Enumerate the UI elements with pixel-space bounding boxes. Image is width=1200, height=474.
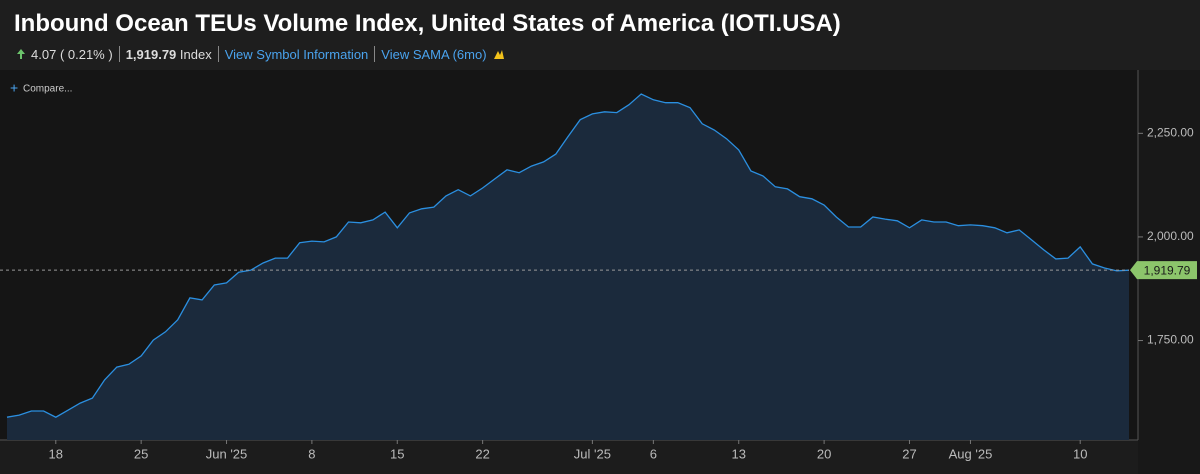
x-tick-label: 22 <box>475 446 489 461</box>
sama-link[interactable]: View SAMA (6mo) <box>381 46 487 62</box>
symbol-info-link[interactable]: View Symbol Information <box>224 46 369 62</box>
compare-button[interactable]: Compare... <box>23 84 72 95</box>
y-tick-label: 2,000.00 <box>1147 229 1194 243</box>
x-tick-label: 6 <box>650 446 657 461</box>
separator <box>118 46 120 62</box>
x-tick-label: 18 <box>49 446 63 461</box>
title: Inbound Ocean TEUs Volume Index, United … <box>14 10 841 37</box>
x-tick-label: 25 <box>134 446 148 461</box>
last-value-label: 1,919.79 <box>1144 263 1191 277</box>
summary: 4.07 ( 0.21% ) 1,919.79 Index View Symbo… <box>16 46 506 62</box>
sama-icon <box>493 50 504 59</box>
change: 4.07 <box>31 46 57 62</box>
x-tick-label: Jun '25 <box>206 446 248 461</box>
unit: Index <box>179 46 212 62</box>
x-tick-label: Jul '25 <box>574 446 611 461</box>
series-line <box>6 93 1130 418</box>
compare-plus[interactable]: + <box>10 80 18 96</box>
x-tick-label: 8 <box>308 446 315 461</box>
area-fill <box>7 94 1129 440</box>
y-tick-label: 2,250.00 <box>1147 126 1194 140</box>
last-value: 1,919.79 <box>125 46 177 62</box>
separator <box>374 46 376 62</box>
change-pct: ( 0.21% ) <box>59 46 113 62</box>
separator <box>217 46 219 62</box>
x-tick-label: 13 <box>732 446 746 461</box>
x-tick-label: 15 <box>390 446 404 461</box>
x-tick-label: 20 <box>817 446 831 461</box>
y-tick-label: 1,750.00 <box>1147 333 1194 347</box>
chart: + Compare... SONAR1,750.002,000.002,250.… <box>0 70 1200 474</box>
last-value-box <box>1130 261 1197 280</box>
header: Inbound Ocean TEUs Volume Index, United … <box>0 0 1200 70</box>
x-tick-label: Aug '25 <box>949 446 993 461</box>
up-arrow <box>17 49 25 59</box>
x-tick-label: 10 <box>1073 446 1087 461</box>
x-tick-label: 27 <box>902 446 916 461</box>
